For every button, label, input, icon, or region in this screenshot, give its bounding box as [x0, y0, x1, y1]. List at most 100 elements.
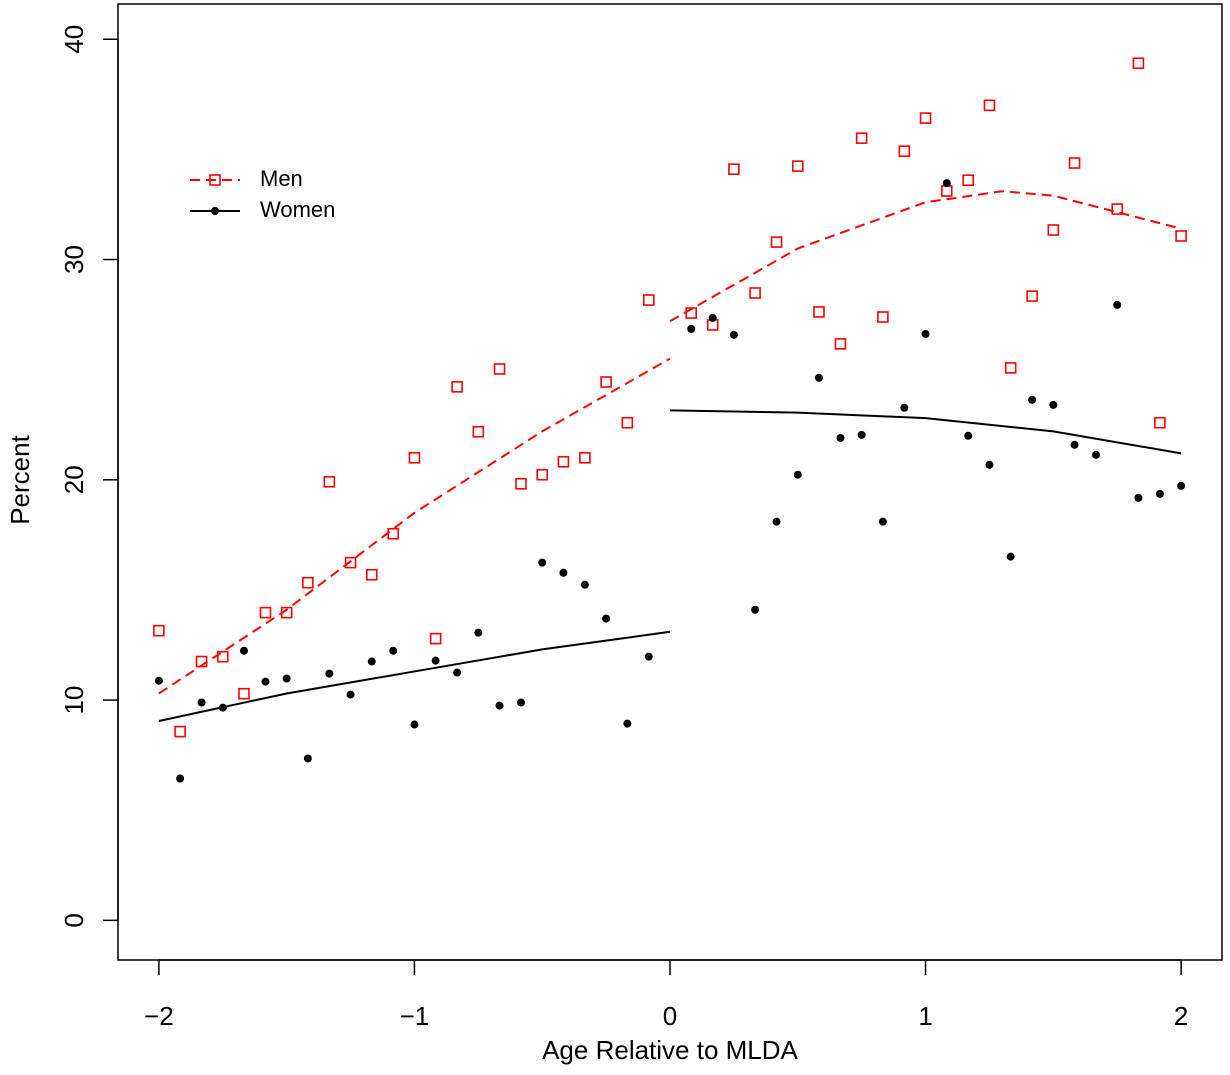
point — [602, 614, 611, 623]
point — [580, 580, 589, 589]
point — [517, 698, 526, 707]
point — [878, 517, 887, 526]
point — [538, 558, 547, 567]
point — [793, 470, 802, 479]
point — [1068, 157, 1081, 169]
point — [218, 703, 227, 712]
x-axis-label: Age Relative to MLDA — [542, 1035, 798, 1065]
point — [453, 668, 462, 677]
y-tick-label: 20 — [59, 465, 89, 494]
point — [302, 576, 314, 589]
point — [985, 460, 994, 469]
point — [1113, 300, 1122, 309]
fit-line — [158, 409, 1182, 722]
point — [1026, 290, 1038, 302]
point — [387, 527, 400, 540]
point — [877, 311, 889, 323]
point — [153, 624, 165, 637]
x-tick-label: 1 — [918, 1001, 932, 1031]
point — [962, 174, 975, 187]
x-tick-label: 0 — [663, 1001, 677, 1031]
point — [900, 403, 909, 412]
point — [154, 676, 163, 685]
point — [983, 99, 996, 112]
point — [174, 725, 186, 738]
y-tick-label: 40 — [59, 25, 89, 54]
point — [238, 687, 250, 700]
point — [1070, 440, 1079, 449]
point — [474, 628, 483, 637]
point — [729, 330, 738, 339]
x-tick-label: 2 — [1174, 1001, 1188, 1031]
point — [940, 185, 953, 197]
point — [493, 363, 506, 375]
point — [834, 338, 847, 350]
point — [1028, 395, 1037, 404]
point — [557, 455, 570, 468]
point — [197, 698, 206, 707]
point — [964, 431, 973, 440]
point — [708, 313, 717, 322]
point — [579, 451, 591, 464]
point — [1006, 552, 1015, 561]
point — [303, 754, 312, 763]
x-tick-label: −2 — [144, 1001, 174, 1031]
point — [408, 451, 421, 464]
point — [495, 701, 504, 710]
point — [365, 568, 378, 581]
point — [344, 556, 357, 569]
point — [1111, 203, 1124, 215]
point — [325, 669, 334, 678]
point — [751, 605, 760, 614]
point — [1049, 400, 1058, 409]
point — [644, 652, 653, 661]
point — [1092, 450, 1101, 459]
point — [1132, 57, 1145, 70]
point — [536, 468, 549, 481]
point — [389, 646, 398, 655]
fit-line — [158, 190, 1182, 695]
point — [685, 307, 698, 319]
point — [857, 430, 866, 439]
point — [1047, 224, 1060, 236]
point — [728, 163, 740, 176]
point — [1134, 493, 1143, 502]
point — [642, 294, 655, 306]
point — [367, 657, 376, 666]
legend-label: Women — [260, 197, 335, 222]
point — [687, 324, 696, 333]
legend-marker — [211, 207, 219, 215]
point — [451, 381, 463, 393]
x-tick-label: −1 — [400, 1001, 430, 1031]
point — [280, 606, 293, 619]
legend-marker — [209, 174, 221, 186]
point — [216, 650, 229, 663]
point — [791, 160, 804, 172]
point — [1154, 416, 1166, 429]
point — [282, 674, 291, 683]
point — [1155, 489, 1164, 498]
point — [814, 373, 823, 382]
point — [621, 416, 634, 429]
point — [919, 112, 932, 124]
point — [195, 655, 208, 668]
point — [429, 632, 442, 645]
point — [323, 475, 336, 488]
point — [921, 329, 930, 338]
point — [472, 425, 485, 438]
point — [836, 433, 845, 442]
point — [431, 656, 440, 665]
point — [239, 646, 248, 655]
point — [176, 774, 185, 783]
plot-frame — [117, 3, 1223, 961]
point — [1177, 481, 1186, 490]
point — [898, 145, 911, 157]
point — [261, 677, 270, 686]
y-tick-label: 0 — [59, 913, 89, 927]
point — [346, 690, 355, 699]
point — [772, 517, 781, 526]
point — [259, 606, 272, 619]
point — [855, 132, 868, 144]
point — [515, 477, 527, 490]
point — [1004, 362, 1017, 374]
